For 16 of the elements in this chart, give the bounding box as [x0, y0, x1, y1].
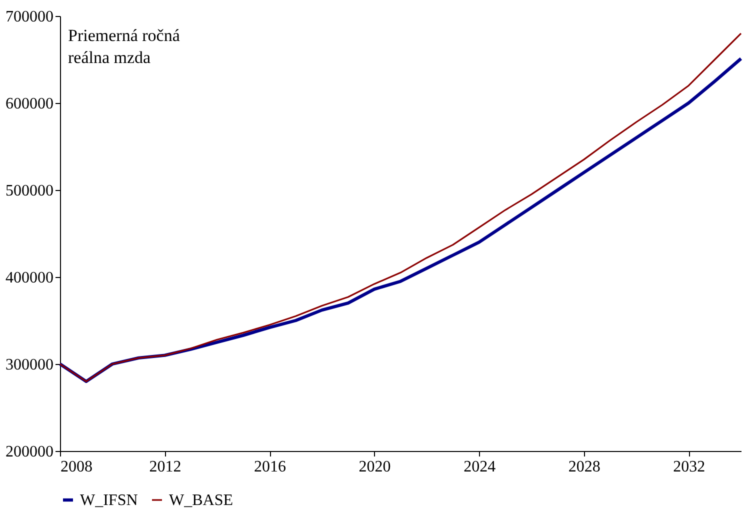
- y-tick-label: 500000: [6, 182, 54, 200]
- x-tick-label: 2024: [464, 458, 496, 476]
- y-tick-label: 200000: [6, 444, 54, 460]
- y-tick-label: 300000: [6, 356, 54, 374]
- y-tick-label: 700000: [6, 8, 54, 26]
- x-tick-label: 2008: [60, 458, 92, 476]
- x-tick-label: 2028: [568, 458, 600, 476]
- x-tick-label: 2032: [673, 458, 706, 476]
- annotation: Priemerná ročná reálna mzda: [68, 26, 180, 67]
- y-tick-label: 600000: [6, 96, 54, 112]
- x-tick-label: 2020: [358, 458, 391, 476]
- legend-label: W_IFSN: [80, 492, 138, 509]
- y-tick-label: 400000: [6, 270, 54, 286]
- legend-label: W_BASE: [169, 492, 233, 509]
- x-tick-label: 2016: [254, 458, 286, 476]
- x-tick-label: 2012: [149, 458, 182, 476]
